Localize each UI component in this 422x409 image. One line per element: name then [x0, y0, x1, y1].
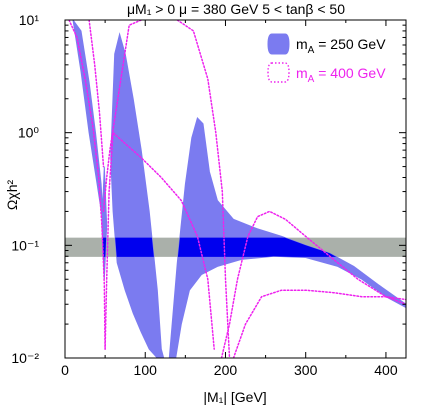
- legend-label-ma400: mA = 400 GeV: [296, 65, 386, 85]
- ma400-curve-2: [104, 131, 215, 350]
- x-tick-label: 400: [374, 362, 398, 378]
- overlap-layer: [102, 237, 337, 257]
- ma400-curve-6: [220, 210, 406, 358]
- y-tick-label: 10¹: [19, 12, 40, 28]
- legend-label-ma250-rest: A: [308, 45, 315, 56]
- ma400-curve-3: [88, 20, 105, 168]
- x-tick-label: 300: [294, 362, 318, 378]
- y-tick-label: 10⁻¹: [11, 237, 39, 253]
- legend: mA = 250 GeV mA = 400 GeV: [267, 33, 386, 85]
- chart-title: μM₁ > 0 μ = 380 GeV 5 < tanβ < 50: [127, 1, 345, 17]
- ma400-curve-4: [102, 20, 142, 213]
- x-tick-label: 200: [214, 362, 238, 378]
- y-tick-label: 10⁰: [18, 125, 40, 141]
- ma400-curve-5: [176, 20, 231, 358]
- ma400-curve-7: [232, 289, 406, 358]
- legend-swatch-ma250: [267, 33, 290, 55]
- legend-label-ma250: mA = 250 GeV: [296, 36, 386, 56]
- ma250-overlap-4: [177, 237, 337, 257]
- y-tick-label: 10⁻²: [11, 350, 39, 366]
- tick-layer: 0 100 200 300 400 10⁻² 10⁻¹ 10⁰ 10¹: [11, 12, 406, 378]
- plot-frame: [64, 19, 407, 359]
- ma250-overlap-3: [115, 237, 154, 257]
- y-axis-label: Ωχh²: [4, 180, 20, 211]
- x-axis-label: |M₁| [GeV]: [203, 389, 266, 405]
- ma400-curve-layer: [68, 20, 406, 358]
- plot-area: [65, 20, 406, 358]
- legend-swatch-ma400: [267, 62, 290, 83]
- ma250-region-1: [69, 20, 104, 226]
- ma400-curve-1: [68, 20, 106, 350]
- x-tick-label: 100: [134, 362, 158, 378]
- x-tick-label: 0: [61, 362, 69, 378]
- ma250-region-3: [110, 32, 165, 358]
